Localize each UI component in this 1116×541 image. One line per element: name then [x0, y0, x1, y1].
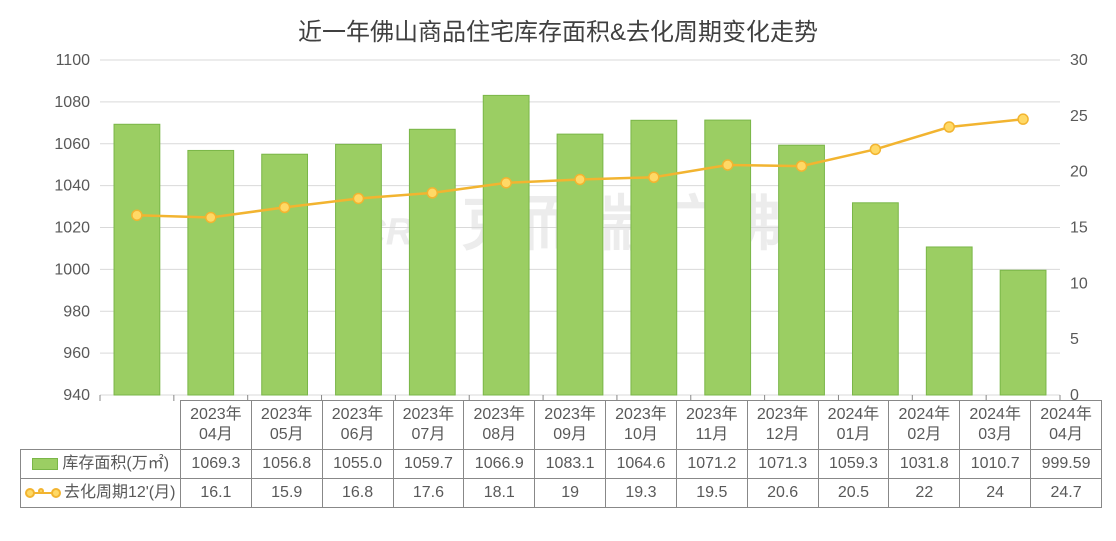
bar	[852, 203, 898, 395]
svg-text:980: 980	[63, 303, 90, 320]
svg-text:960: 960	[63, 345, 90, 362]
bar-value-cell: 1064.6	[606, 450, 677, 479]
line-value-cell: 15.9	[251, 479, 322, 508]
line-value-cell: 16.8	[322, 479, 393, 508]
line-value-cell: 19	[535, 479, 606, 508]
bar	[483, 95, 529, 395]
category-cell: 2024年04月	[1031, 401, 1102, 450]
line-marker	[132, 210, 142, 220]
bar-value-cell: 1071.2	[676, 450, 747, 479]
line-swatch-icon	[26, 492, 60, 494]
bar-value-cell: 1010.7	[960, 450, 1031, 479]
bar	[1000, 270, 1046, 395]
category-cell: 2023年06月	[322, 401, 393, 450]
svg-text:1080: 1080	[54, 94, 90, 111]
line-value-cell: 20.6	[747, 479, 818, 508]
line-marker	[353, 193, 363, 203]
line-value-cell: 24.7	[1031, 479, 1102, 508]
bar-value-cell: 1056.8	[251, 450, 322, 479]
line-marker	[206, 212, 216, 222]
table-row: 库存面积(万㎡)1069.31056.81055.01059.71066.910…	[21, 450, 1102, 479]
bar-series-label: 库存面积(万㎡)	[62, 455, 169, 472]
line-marker	[870, 144, 880, 154]
bar	[926, 247, 972, 395]
chart-container: 近一年佛山商品住宅库存面积&去化周期变化走势 CRIC 克而瑞·广佛940960…	[0, 0, 1116, 541]
line-marker	[1018, 114, 1028, 124]
bar-value-cell: 1069.3	[180, 450, 251, 479]
category-cell: 2023年08月	[464, 401, 535, 450]
line-marker	[944, 122, 954, 132]
category-cell: 2024年03月	[960, 401, 1031, 450]
svg-text:10: 10	[1070, 275, 1088, 292]
bar-value-cell: 1055.0	[322, 450, 393, 479]
svg-text:30: 30	[1070, 52, 1088, 69]
table-row: 去化周期12'(月)16.115.916.817.618.11919.319.5…	[21, 479, 1102, 508]
line-value-cell: 16.1	[180, 479, 251, 508]
svg-text:25: 25	[1070, 108, 1088, 125]
bar-value-cell: 1059.3	[818, 450, 889, 479]
bar	[557, 134, 603, 395]
bar	[262, 154, 308, 395]
bar-value-cell: 999.59	[1031, 450, 1102, 479]
line-marker	[575, 174, 585, 184]
data-table: 2023年04月2023年05月2023年06月2023年07月2023年08月…	[20, 400, 1102, 508]
line-value-cell: 19.5	[676, 479, 747, 508]
svg-text:1040: 1040	[54, 178, 90, 195]
table-header-row: 2023年04月2023年05月2023年06月2023年07月2023年08月…	[21, 401, 1102, 450]
svg-text:20: 20	[1070, 164, 1088, 181]
svg-text:15: 15	[1070, 220, 1088, 237]
bar-value-cell: 1071.3	[747, 450, 818, 479]
bar-value-cell: 1031.8	[889, 450, 960, 479]
svg-text:1060: 1060	[54, 136, 90, 153]
line-marker	[501, 178, 511, 188]
line-marker	[649, 172, 659, 182]
bar	[114, 124, 160, 395]
legend-bar-cell: 库存面积(万㎡)	[21, 450, 181, 479]
line-value-cell: 19.3	[606, 479, 677, 508]
bar	[631, 120, 677, 395]
bar	[188, 150, 234, 395]
bar-value-cell: 1083.1	[535, 450, 606, 479]
line-marker	[427, 188, 437, 198]
line-value-cell: 18.1	[464, 479, 535, 508]
bar	[336, 144, 382, 395]
category-cell: 2023年04月	[180, 401, 251, 450]
category-cell: 2023年09月	[535, 401, 606, 450]
bar-value-cell: 1059.7	[393, 450, 464, 479]
category-cell: 2023年10月	[606, 401, 677, 450]
line-marker	[723, 160, 733, 170]
svg-text:1100: 1100	[56, 52, 91, 69]
bar	[409, 129, 455, 395]
line-marker	[280, 202, 290, 212]
svg-text:1020: 1020	[54, 220, 90, 237]
category-cell: 2024年02月	[889, 401, 960, 450]
category-cell: 2023年05月	[251, 401, 322, 450]
category-cell: 2023年11月	[676, 401, 747, 450]
line-marker	[797, 161, 807, 171]
category-cell: 2023年12月	[747, 401, 818, 450]
bar-value-cell: 1066.9	[464, 450, 535, 479]
category-cell: 2023年07月	[393, 401, 464, 450]
bar-swatch-icon	[32, 458, 58, 470]
line-value-cell: 20.5	[818, 479, 889, 508]
table-corner-cell	[21, 401, 181, 450]
line-value-cell: 17.6	[393, 479, 464, 508]
line-value-cell: 24	[960, 479, 1031, 508]
svg-text:1000: 1000	[54, 261, 90, 278]
legend-line-cell: 去化周期12'(月)	[21, 479, 181, 508]
line-value-cell: 22	[889, 479, 960, 508]
bar	[779, 145, 825, 395]
svg-text:5: 5	[1070, 331, 1079, 348]
line-series-label: 去化周期12'(月)	[64, 484, 176, 501]
category-cell: 2024年01月	[818, 401, 889, 450]
